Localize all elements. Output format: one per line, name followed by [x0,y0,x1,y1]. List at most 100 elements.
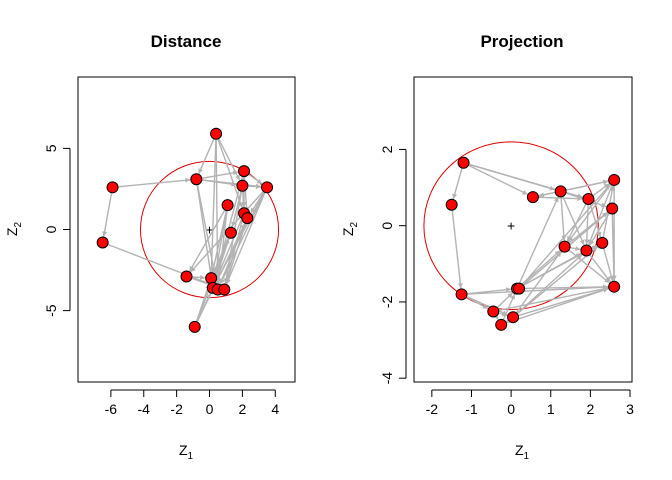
x-tick-label: 2 [238,401,246,417]
edge-arrowhead [603,183,610,189]
data-point [205,272,218,285]
edge [218,138,241,181]
edge-arrowhead [457,283,463,289]
edge [211,210,227,273]
chart-title: Projection [480,32,563,51]
panel-distance: Distance + -6 -4 -2 0 2 4 -5 0 5 Z1 Z2 [4,32,296,462]
edge-arrowhead [102,231,108,237]
edge [225,192,266,285]
edge-arrowhead [482,304,488,309]
data-point [106,181,119,194]
data-point [596,236,609,249]
edge [467,286,609,295]
x-tick-label: -1 [465,401,478,417]
edge [466,296,508,316]
edge-arrowhead [250,207,256,214]
x-tick-label: -2 [426,401,439,417]
edge-arrowhead [579,239,585,245]
data-point [190,173,203,186]
y-tick-label: 2 [379,145,395,153]
edge-arrowhead [608,275,614,281]
x-tick-label: 1 [547,401,555,417]
edge [522,183,611,285]
edge-arrowhead [200,274,206,280]
x-tick-label: 4 [271,401,279,417]
plot-frame [413,76,633,383]
edge-arrowhead [219,278,225,284]
edge-arrowhead [501,311,508,317]
x-tick-label: 2 [586,401,594,417]
data-point [241,212,254,225]
edge [517,246,599,314]
edge [202,179,237,186]
data-point [180,270,193,283]
edge [562,196,585,246]
data-point [218,283,231,296]
edge-arrowhead [507,292,513,299]
edge-arrowhead [213,267,218,273]
y-axis-label: Z2 [340,222,360,237]
edge [517,253,583,314]
edge-arrowhead [198,168,204,174]
data-point [261,181,274,194]
data-point [238,165,251,178]
edge [452,168,463,200]
edge-arrowhead [605,276,611,282]
edge-arrowhead [185,177,191,183]
edge [451,210,462,289]
edge [196,185,213,283]
data-point [606,202,619,215]
edge [568,249,610,284]
x-tick-label: 0 [206,401,214,417]
y-tick-label: 5 [43,144,59,152]
data-point [487,305,500,318]
edge [118,179,191,188]
chart-title: Distance [151,32,222,51]
edge [560,197,565,241]
edge [225,223,247,285]
points [96,127,274,333]
x-tick-label: 0 [507,401,515,417]
edge [469,163,556,191]
edge [585,204,589,245]
edge [518,287,609,317]
edge [506,287,609,324]
data-point [608,280,621,293]
edge [566,204,587,242]
edge [588,213,610,246]
edge-arrowhead [240,202,246,208]
edge [202,171,239,179]
edge-arrowhead [549,185,555,191]
y-tick-label: -4 [379,372,395,385]
y-tick-label: 0 [43,225,59,233]
edge-arrowhead [554,250,561,256]
data-point [495,318,508,331]
edge-arrowhead [505,287,512,293]
edge [196,223,246,322]
edge [231,191,242,228]
edge-arrowhead [568,236,574,242]
edge-arrowhead [223,278,229,284]
edge-arrowhead [231,221,236,227]
data-point [526,191,539,204]
edge [108,243,219,289]
edge-arrowhead [584,239,590,245]
edge-arrowhead [255,184,262,190]
edge [567,184,612,243]
x-tick-label: -6 [105,401,118,417]
data-point [210,127,223,140]
edge [603,248,614,282]
edge [568,211,608,244]
edge [103,193,113,237]
data-point [554,185,567,198]
panel-projection: Projection + -2 -1 0 1 2 3 -4 -2 0 2 Z1 Z2 [340,32,634,462]
edges [451,163,617,326]
edge [589,254,612,283]
edge [210,139,217,273]
center-marker: + [205,222,213,238]
edge [499,287,609,311]
edge [538,180,609,197]
edge-arrowhead [510,294,515,300]
data-point [513,282,526,295]
